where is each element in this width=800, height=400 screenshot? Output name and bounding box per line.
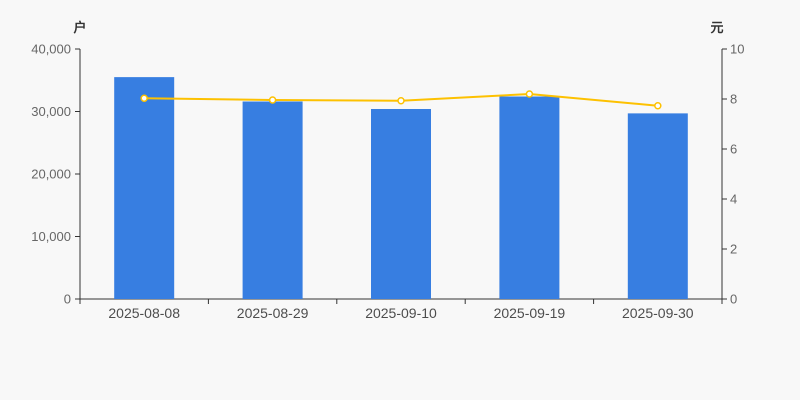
bar[interactable] [371, 109, 431, 299]
bar[interactable] [114, 77, 175, 299]
right-axis-tick-label: 0 [730, 292, 737, 307]
left-axis-tick-label: 0 [64, 292, 71, 307]
x-axis-category-label: 2025-09-19 [494, 305, 566, 321]
line-marker[interactable] [397, 97, 405, 105]
right-axis-tick-label: 6 [730, 142, 737, 157]
left-axis-tick-label: 10,000 [31, 229, 71, 244]
x-axis-category-label: 2025-09-10 [365, 305, 437, 321]
bar[interactable] [627, 113, 688, 299]
x-axis-category-label: 2025-08-08 [108, 305, 180, 321]
x-axis-category-label: 2025-09-30 [622, 305, 694, 321]
right-axis-tick-label: 10 [730, 42, 744, 57]
left-axis-tick-label: 40,000 [31, 42, 71, 57]
left-axis-tick-label: 20,000 [31, 167, 71, 182]
left-axis-title: 户 [73, 20, 87, 35]
right-axis-title: 元 [710, 20, 724, 35]
line-marker[interactable] [525, 90, 534, 98]
line-marker[interactable] [140, 94, 148, 102]
right-axis-tick-label: 4 [730, 192, 737, 207]
bar[interactable] [499, 96, 560, 300]
left-axis-tick-label: 30,000 [31, 104, 71, 119]
right-axis-tick-label: 8 [730, 92, 737, 107]
line-marker[interactable] [268, 96, 277, 104]
right-axis-tick-label: 2 [730, 242, 737, 257]
line-marker[interactable] [654, 102, 662, 110]
x-axis-category-label: 2025-08-29 [237, 305, 309, 321]
bar[interactable] [242, 101, 303, 300]
